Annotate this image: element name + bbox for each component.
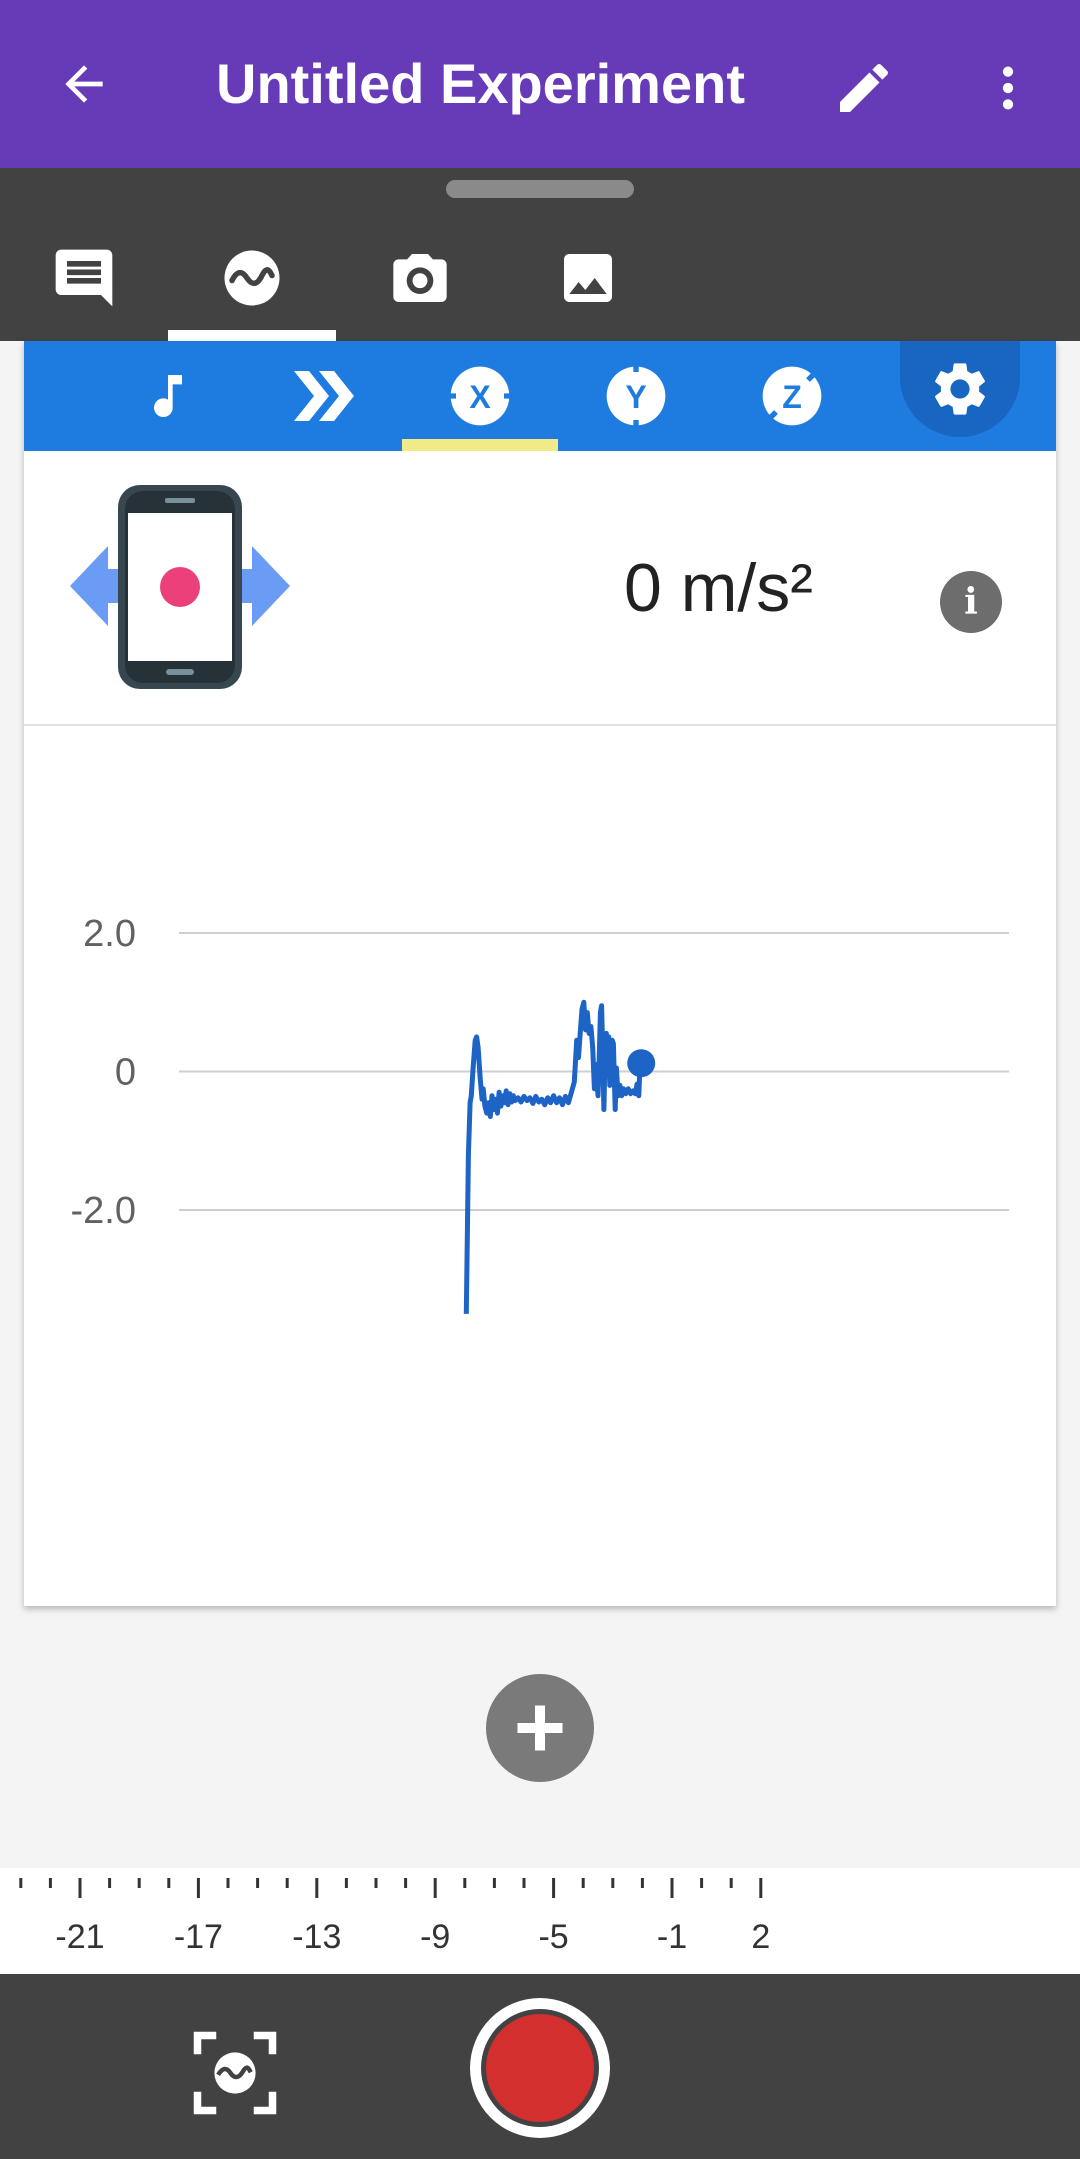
time-axis-label: -13 xyxy=(292,1918,342,1956)
time-axis[interactable]: -21 -17 -13 -9 -5 -1 2 xyxy=(0,1868,1080,1974)
sensor-wave-icon xyxy=(224,250,280,306)
sensor-info-button[interactable]: i xyxy=(940,571,1002,633)
accel-y-icon: Y xyxy=(606,364,666,428)
svg-text:Z: Z xyxy=(782,379,802,415)
sensor-line-chart[interactable]: 2.0 0 -2.0 xyxy=(24,728,1056,1606)
gear-icon xyxy=(935,363,985,415)
sensor-tab-accel-x[interactable]: X xyxy=(402,341,558,451)
overflow-menu-button[interactable] xyxy=(968,44,1048,132)
experiment-title: Untitled Experiment xyxy=(216,52,745,115)
y-tick-label: -2.0 xyxy=(71,1190,136,1232)
sensor-tab-bar: X Y Z xyxy=(24,341,1056,451)
record-button-ring xyxy=(481,2009,599,2127)
edit-title-button[interactable] xyxy=(820,44,908,132)
plus-icon xyxy=(517,1705,563,1751)
record-dot-icon xyxy=(486,2014,594,2122)
sensor-card: X Y Z 0 m/s² i 2.0 0 -2.0 xyxy=(24,341,1056,1606)
tab-sensors[interactable] xyxy=(168,218,336,342)
sensor-tab-sound[interactable] xyxy=(90,341,246,451)
sensor-reading-row: 0 m/s² i xyxy=(24,451,1056,726)
record-button[interactable] xyxy=(470,1998,610,2138)
drag-handle[interactable] xyxy=(446,180,634,198)
more-vert-icon xyxy=(1002,66,1014,110)
time-axis-label: -1 xyxy=(656,1918,688,1956)
time-axis-label: -17 xyxy=(173,1918,223,1956)
y-tick-label: 0 xyxy=(115,1052,136,1094)
phone-tilt-x-icon xyxy=(70,485,290,689)
svg-text:X: X xyxy=(469,379,491,415)
notes-icon xyxy=(55,249,113,307)
time-axis-label: -21 xyxy=(55,1918,105,1956)
gallery-icon xyxy=(564,254,612,302)
add-sensor-button[interactable] xyxy=(486,1674,594,1782)
info-icon: i xyxy=(964,581,978,623)
time-axis-ticks xyxy=(19,1878,763,1898)
time-axis-label: -9 xyxy=(420,1918,451,1956)
pencil-icon xyxy=(840,63,889,112)
arrow-back-icon xyxy=(65,65,103,103)
time-axis-label: -5 xyxy=(538,1918,569,1956)
current-value-point xyxy=(627,1049,656,1078)
y-tick-label: 2.0 xyxy=(83,913,136,955)
accel-z-icon: Z xyxy=(762,366,822,426)
app-bar: Untitled Experiment xyxy=(0,0,1080,168)
snapshot-button[interactable] xyxy=(190,2028,280,2118)
svg-text:Y: Y xyxy=(625,379,646,415)
accel-x-icon: X xyxy=(448,366,512,426)
tab-gallery[interactable] xyxy=(504,218,672,338)
sensor-tab-accel-y[interactable]: Y xyxy=(558,341,714,451)
sensor-tab-linear-accel[interactable] xyxy=(246,341,402,451)
sound-icon xyxy=(154,375,182,418)
time-axis-label: 2 xyxy=(751,1918,771,1956)
series-line xyxy=(463,999,644,1314)
sensor-value: 0 m/s² xyxy=(624,550,813,626)
back-button[interactable] xyxy=(40,40,128,128)
tab-camera[interactable] xyxy=(336,218,504,338)
linear-accel-icon xyxy=(294,371,354,421)
sensor-settings-button[interactable] xyxy=(900,341,1020,437)
camera-icon xyxy=(393,254,447,302)
record-bar xyxy=(0,1974,1080,2159)
tool-tab-bar xyxy=(0,168,1080,342)
tab-notes[interactable] xyxy=(0,218,168,338)
sensor-tab-accel-z[interactable]: Z xyxy=(714,341,870,451)
